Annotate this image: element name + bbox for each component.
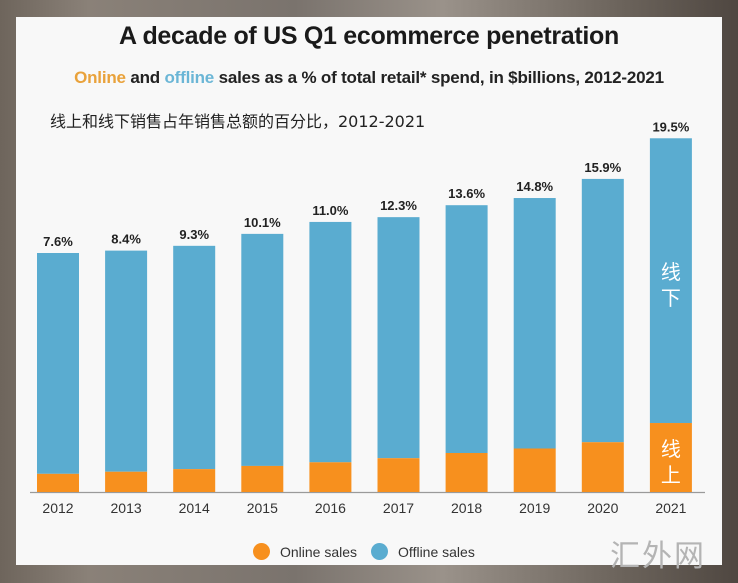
bar-offline-2020: [581, 178, 624, 443]
data-label-2012: 7.6%: [43, 234, 73, 249]
x-tick-label-2013: 2013: [111, 500, 142, 516]
bar-online-2013: [105, 471, 148, 492]
bar-offline-2016: [309, 221, 352, 463]
x-tick-label-2016: 2016: [315, 500, 346, 516]
legend-online-label: Online sales: [280, 543, 358, 560]
bar-offline-2017: [377, 217, 420, 459]
bar-online-2014: [173, 469, 216, 492]
legend-item-offline: Offline sales: [371, 543, 475, 560]
annotation-offline-char: 线: [661, 260, 681, 284]
x-tick-label-2021: 2021: [655, 500, 686, 516]
chinese-subtitle: 线上和线下销售占年销售总额的百分比，2012-2021: [50, 112, 426, 131]
x-tick-label-2018: 2018: [451, 500, 482, 516]
data-label-2015: 10.1%: [244, 215, 281, 230]
data-label-2018: 13.6%: [448, 186, 485, 201]
bar-offline-2012: [37, 253, 79, 474]
bar-online-2012: [37, 473, 79, 492]
bar-offline-2014: [173, 245, 216, 470]
x-tick-label-2014: 2014: [179, 500, 210, 516]
x-tick-label-2017: 2017: [383, 500, 414, 516]
bar-online-2021: [649, 423, 692, 492]
x-tick-label-2015: 2015: [247, 500, 278, 516]
bar-online-2019: [513, 448, 556, 492]
annotation-online-char: 上: [661, 463, 681, 487]
data-label-2016: 11.0%: [312, 203, 349, 218]
subtitle-offline-word: offline: [164, 68, 215, 87]
bar-online-2017: [377, 458, 420, 492]
data-label-2013: 8.4%: [111, 232, 141, 247]
bar-offline-2018: [445, 205, 488, 453]
bar-offline-2019: [513, 198, 556, 449]
bar-offline-2013: [105, 250, 148, 472]
legend: Online sales Offline sales: [253, 543, 489, 560]
legend-item-online: Online sales: [253, 543, 357, 560]
subtitle-and-word: and: [125, 68, 165, 87]
bar-online-2016: [309, 462, 352, 492]
watermark: 汇外网: [610, 539, 706, 574]
annotation-offline-char: 下: [661, 286, 681, 310]
x-tick-label-2012: 2012: [42, 500, 73, 516]
annotation-online-char: 线: [661, 437, 681, 461]
bar-online-2018: [445, 452, 488, 492]
bar-offline-2021: [649, 138, 692, 424]
x-tick-label-2019: 2019: [519, 500, 550, 516]
bar-online-2020: [581, 442, 624, 492]
legend-offline-label: Offline sales: [398, 543, 475, 560]
chart-title: A decade of US Q1 ecommerce penetration: [118, 22, 620, 50]
data-label-2017: 12.3%: [380, 198, 417, 213]
x-tick-label-2020: 2020: [587, 500, 618, 516]
legend-offline-swatch-icon: [371, 543, 389, 560]
data-label-2019: 14.8%: [516, 179, 553, 194]
data-label-2014: 9.3%: [179, 227, 209, 242]
legend-online-swatch-icon: [253, 543, 270, 560]
chart-subtitle: Online and offline sales as a % of total…: [0, 68, 738, 88]
subtitle-online-word: Online: [74, 68, 126, 87]
subtitle-rest: sales as a % of total retail* spend, in …: [214, 68, 665, 87]
bar-offline-2015: [241, 233, 284, 466]
bar-online-2015: [241, 465, 284, 492]
data-label-2021: 19.5%: [652, 119, 689, 134]
data-label-2020: 15.9%: [584, 160, 621, 175]
